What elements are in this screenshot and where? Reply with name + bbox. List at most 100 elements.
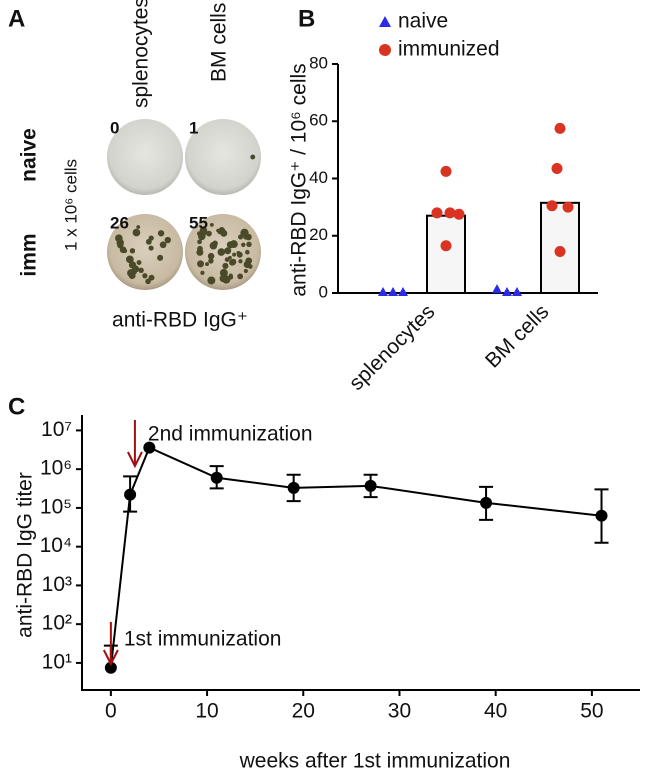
colony: [237, 234, 244, 240]
annotation: 2nd immunization: [148, 423, 313, 446]
line: [109, 446, 602, 668]
point: [595, 509, 608, 522]
bar: [426, 214, 466, 294]
x-axis-label: weeks after 1st immunization: [239, 750, 511, 773]
colony: [220, 229, 228, 237]
colony: [116, 238, 124, 247]
spot-count: 1: [189, 118, 198, 137]
y-axis-label: anti-RBD IgG titer: [14, 472, 37, 638]
point: [124, 488, 137, 501]
colony: [196, 231, 202, 236]
colony: [237, 273, 244, 280]
naive-point: [492, 284, 502, 294]
colony: [246, 241, 252, 248]
immunized-point: [554, 245, 566, 257]
colony: [157, 230, 165, 237]
colony: [132, 265, 140, 273]
arrow: [102, 622, 119, 667]
colony: [236, 251, 243, 258]
colony: [222, 275, 231, 284]
naive-point: [388, 287, 398, 296]
immunized-point: [444, 207, 456, 219]
immunized-point: [453, 208, 465, 220]
panel-label: B: [298, 5, 315, 32]
naive-point: [502, 287, 512, 296]
colonies: [115, 154, 256, 285]
colony: [243, 268, 248, 274]
x-tick-label: 20: [292, 700, 315, 723]
x-tick-label: splenocytes: [345, 300, 440, 395]
colony: [224, 247, 232, 255]
row-label: imm: [18, 233, 41, 276]
y-axis-label: anti-RBD IgG⁺ / 10⁶ cells: [288, 63, 311, 296]
immunized-point: [554, 122, 566, 134]
colony: [238, 259, 243, 264]
colony: [250, 154, 256, 160]
colony: [145, 278, 151, 285]
point: [104, 661, 117, 674]
colony: [209, 241, 218, 250]
x-tick-label: 30: [388, 700, 411, 723]
x-tick-label: 10: [195, 700, 218, 723]
panel-label: C: [8, 393, 25, 420]
side-label: 1 x 10⁶ cells: [61, 159, 80, 251]
y-tick-label: 40: [309, 168, 328, 187]
colony: [138, 267, 144, 274]
well: [185, 119, 261, 195]
colony: [148, 274, 155, 281]
annotation: 1st immunization: [124, 628, 282, 651]
y-tick-label: 20: [309, 225, 328, 244]
colony: [206, 230, 212, 237]
colony: [199, 226, 208, 235]
naive-point: [378, 287, 388, 296]
caption: anti-RBD IgG⁺: [112, 309, 248, 332]
panel-label: A: [8, 5, 25, 32]
colony: [224, 257, 230, 263]
colony: [217, 248, 226, 256]
colony: [207, 252, 215, 260]
point: [364, 479, 377, 492]
arrow: [127, 420, 143, 469]
colony: [132, 228, 141, 237]
column-label: splenocytes: [130, 0, 153, 108]
row-label: naive: [18, 128, 41, 182]
colony: [164, 236, 171, 244]
colony: [232, 252, 237, 257]
legend-label: naive: [398, 10, 448, 33]
colony: [157, 254, 164, 261]
colony: [208, 258, 214, 264]
colony: [245, 233, 252, 241]
y-tick-label: 80: [309, 53, 328, 72]
immunized-point: [431, 207, 443, 219]
immunized-point: [551, 162, 563, 174]
axis: [337, 64, 598, 294]
colony: [136, 260, 142, 265]
colony: [207, 276, 216, 285]
colony: [230, 258, 237, 265]
spot-count: 55: [189, 213, 208, 232]
colony: [142, 273, 148, 279]
colony: [197, 260, 205, 268]
y-tick-label: 0: [319, 282, 328, 301]
colony: [209, 223, 214, 227]
y-tick-label: 10³: [42, 573, 72, 596]
point: [143, 441, 156, 454]
legend-label: immunized: [398, 38, 500, 61]
colony: [197, 239, 202, 245]
immunized-point: [440, 240, 452, 252]
point: [210, 471, 223, 484]
colony: [159, 241, 167, 249]
y-tick-label: 10²: [42, 612, 72, 635]
axis: [81, 415, 640, 691]
legend-marker: [379, 44, 391, 56]
colony: [145, 238, 152, 245]
y-tick-label: 60: [309, 111, 328, 130]
y-tick-label: 10⁴: [40, 534, 72, 557]
legend-marker: [379, 16, 391, 27]
y-tick-label: 10⁵: [40, 495, 72, 518]
spot-count: 0: [110, 118, 119, 137]
colony: [229, 240, 238, 249]
y-tick-label: 10⁷: [41, 418, 72, 441]
colony: [119, 246, 127, 254]
